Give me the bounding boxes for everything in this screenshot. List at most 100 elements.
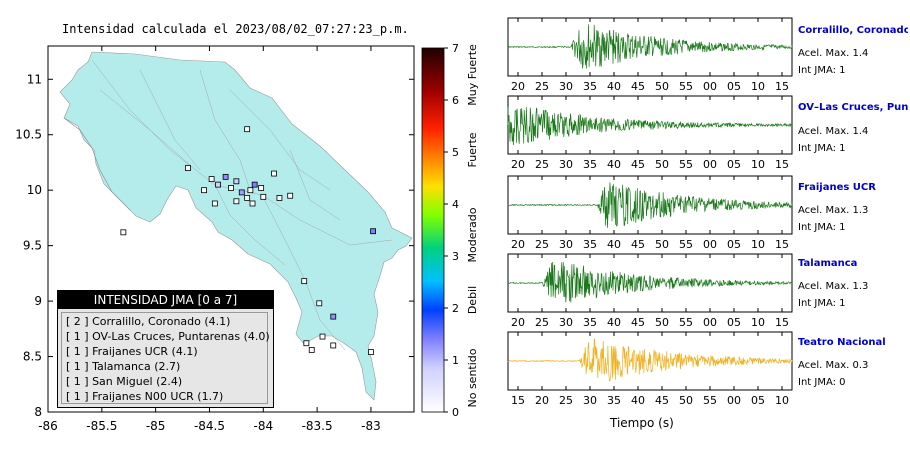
colorbar-category-label: Fuerte [466, 132, 479, 167]
station-marker [120, 229, 127, 236]
waveform-tick-label: 00 [703, 158, 717, 171]
waveform-tick-label: 10 [751, 80, 765, 93]
map-x-tick-label: -83 [361, 419, 381, 433]
map-y-tick-label: 8 [34, 405, 42, 419]
colorbar [421, 47, 445, 413]
waveform-tick-label: 25 [535, 316, 549, 329]
road-2 [139, 69, 201, 171]
waveform-tick-label: 35 [583, 238, 597, 251]
station-intensity: Int JMA: 0 [798, 377, 846, 388]
station-marker [308, 346, 315, 353]
waveform-trace [507, 182, 793, 228]
station-marker [249, 200, 256, 207]
waveform-trace [507, 261, 793, 303]
colorbar-tick-label: 0 [452, 406, 459, 419]
colorbar-category-label: No sentido [466, 348, 479, 407]
waveform-frame [507, 253, 793, 313]
station-marker [368, 349, 374, 356]
station-marker [238, 189, 245, 196]
colorbar-tick-label: 2 [452, 302, 459, 315]
station-marker [316, 300, 323, 307]
map-x-tick-label: -86 [38, 419, 58, 433]
colorbar-ticks: 7 6 5 4 3 2 1 0 [444, 42, 459, 419]
waveform-tick-label: 30 [559, 316, 573, 329]
waveform-tick-label: 20 [511, 238, 525, 251]
waveform-tick-label: 40 [607, 316, 621, 329]
station-name: Teatro Nacional [798, 337, 886, 348]
legend-item: [ 1 ] Fraijanes UCR (4.1) [66, 345, 198, 358]
waveform-trace [507, 106, 793, 146]
map-y-tick-label: 9 [34, 294, 42, 308]
waveform-tick-label: 45 [655, 394, 669, 407]
map-y-tick-label: 11 [27, 72, 42, 86]
map-y-tick-label: 10 [27, 183, 42, 197]
waveform-tick-label: 10 [775, 394, 789, 407]
map-x-tick-label: -85 [146, 419, 166, 433]
station-marker [215, 181, 221, 188]
waveform-trace [507, 24, 793, 69]
waveform-x-axis-label: Tiempo (s) [610, 416, 674, 430]
station-marker [303, 340, 310, 347]
waveform-tick-label: 20 [511, 158, 525, 171]
waveform-tick-label: 45 [631, 238, 645, 251]
station-marker [301, 278, 308, 285]
waveform-tick-label: 05 [727, 238, 741, 251]
waveform-tick-label: 05 [727, 80, 741, 93]
waveform-panel: 15 20 25 30 35 40 45 50 55 00 05 10 [507, 331, 793, 407]
waveform-tick-label: 10 [751, 316, 765, 329]
waveform-panels: 20 25 30 35 40 45 50 55 00 05 10 15 20 25 30 35 40 45 50 55… [507, 17, 793, 407]
waveform-tick-label: 25 [535, 238, 549, 251]
colorbar-tick-label: 3 [452, 250, 459, 263]
nicoya-coast [63, 117, 131, 211]
colorbar-tick-label: 6 [452, 94, 459, 107]
waveform-panel: 20 25 30 35 40 45 50 55 00 05 10 15 [507, 17, 793, 93]
station-intensity: Int JMA: 1 [798, 298, 846, 309]
waveform-panel: 20 25 30 35 40 45 50 55 00 05 10 15 [507, 95, 793, 171]
map-y-axis: 11 10.5 10 9.5 9 8.5 8 [15, 72, 414, 419]
station-marker [370, 228, 376, 235]
map-x-tick-label: -83.5 [302, 419, 333, 433]
station-marker [185, 165, 191, 171]
station-marker [233, 178, 240, 185]
station-name: OV–Las Cruces, Puntar [798, 102, 908, 113]
waveform-tick-label: 15 [775, 80, 789, 93]
map-x-axis: -86 -85.5 -85 -84.5 -84 -83.5 -83 [38, 46, 381, 433]
waveform-tick-label: 05 [751, 394, 765, 407]
waveform-tick-label: 10 [751, 158, 765, 171]
waveform-tick-label: 35 [583, 80, 597, 93]
station-accel: Acel. Max. 1.4 [798, 126, 869, 137]
road-5 [229, 89, 331, 191]
legend-item: [ 2 ] Corralillo, Coronado (4.1) [66, 315, 231, 328]
waveform-tick-label: 45 [631, 80, 645, 93]
station-marker [211, 200, 218, 207]
waveform-tick-label: 20 [535, 394, 549, 407]
waveform-tick-label: 55 [679, 238, 693, 251]
map-y-tick-label: 9.5 [23, 239, 42, 253]
waveform-tick-label: 10 [751, 238, 765, 251]
road-1 [91, 59, 393, 246]
legend-list: [ 2 ] Corralillo, Coronado (4.1) [ 1 ] O… [61, 312, 270, 404]
legend-item: [ 1 ] OV-Las Cruces, Puntarenas (4.0) [66, 330, 270, 343]
station-marker [244, 126, 251, 133]
station-accel: Acel. Max. 1.3 [798, 205, 869, 216]
colorbar-category-label: Muy Fuerte [466, 44, 479, 106]
waveform-tick-label: 15 [775, 238, 789, 251]
station-name: Talamanca [798, 258, 858, 269]
waveform-tick-label: 15 [775, 158, 789, 171]
waveform-tick-label: 35 [607, 394, 621, 407]
station-markers [120, 126, 376, 356]
legend-item: [ 1 ] San Miguel (2.4) [66, 375, 183, 388]
station-marker [276, 195, 283, 201]
waveform-tick-label: 55 [703, 394, 717, 407]
waveform-tick-label: 40 [607, 158, 621, 171]
legend-item: [ 1 ] Fraijanes N00 UCR (1.7) [66, 390, 224, 403]
road-7 [289, 149, 341, 221]
colorbar-category-labels: Muy Fuerte Fuerte Moderado Debil No sentido [466, 44, 479, 408]
station-marker [244, 195, 251, 201]
legend-item: [ 1 ] Talamanca (2.7) [66, 360, 181, 373]
waveform-tick-label: 55 [679, 80, 693, 93]
map-x-tick-label: -84.5 [194, 419, 225, 433]
legend-header: INTENSIDAD JMA [0 a 7] [58, 291, 273, 309]
map-title: Intensidad calculada el 2023/08/02_07:27… [62, 22, 409, 36]
waveform-tick-label: 15 [775, 316, 789, 329]
